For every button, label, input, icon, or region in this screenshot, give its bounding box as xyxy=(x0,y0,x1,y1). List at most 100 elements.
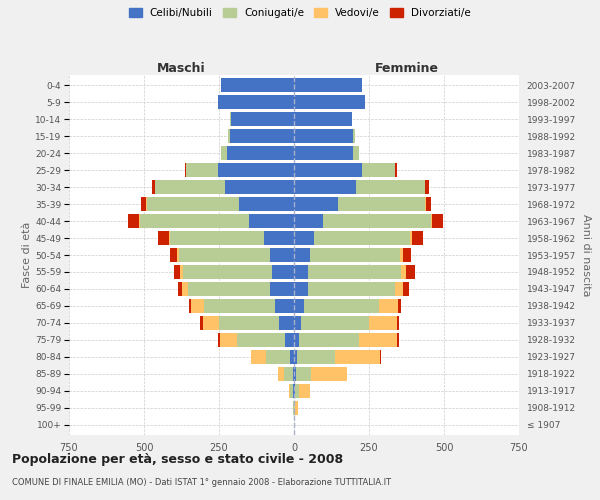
Bar xyxy=(265,350,290,364)
Bar xyxy=(431,214,432,228)
Bar xyxy=(183,265,271,279)
Bar xyxy=(406,265,415,279)
Bar xyxy=(170,248,177,262)
Bar xyxy=(356,180,425,194)
Bar xyxy=(231,112,294,126)
Bar xyxy=(398,299,401,313)
Bar xyxy=(353,146,359,160)
Bar xyxy=(290,350,294,364)
Bar xyxy=(218,333,220,347)
Bar xyxy=(294,231,314,245)
Bar xyxy=(296,367,311,381)
Bar xyxy=(158,231,169,245)
Bar xyxy=(189,299,191,313)
Bar xyxy=(221,78,294,92)
Bar xyxy=(203,316,219,330)
Bar xyxy=(362,163,395,177)
Bar xyxy=(304,299,379,313)
Bar xyxy=(178,282,182,296)
Bar xyxy=(147,197,239,211)
Bar xyxy=(284,367,293,381)
Bar xyxy=(155,180,225,194)
Bar xyxy=(308,265,401,279)
Bar xyxy=(293,401,294,415)
Bar xyxy=(425,180,428,194)
Bar xyxy=(270,282,294,296)
Bar xyxy=(323,214,431,228)
Bar xyxy=(221,146,227,160)
Bar xyxy=(294,299,304,313)
Bar xyxy=(289,384,290,398)
Bar xyxy=(285,333,294,347)
Bar xyxy=(314,231,410,245)
Bar xyxy=(191,299,204,313)
Bar xyxy=(294,248,310,262)
Bar xyxy=(187,282,270,296)
Bar xyxy=(294,197,338,211)
Bar xyxy=(290,384,293,398)
Bar xyxy=(397,316,400,330)
Bar xyxy=(204,299,275,313)
Bar xyxy=(410,231,412,245)
Bar xyxy=(412,231,424,245)
Bar xyxy=(182,282,187,296)
Bar xyxy=(294,180,356,194)
Bar xyxy=(353,129,355,143)
Bar xyxy=(294,282,308,296)
Bar xyxy=(369,316,397,330)
Y-axis label: Fasce di età: Fasce di età xyxy=(22,222,32,288)
Bar xyxy=(249,214,294,228)
Bar xyxy=(227,146,294,160)
Text: Popolazione per età, sesso e stato civile - 2008: Popolazione per età, sesso e stato civil… xyxy=(12,452,343,466)
Bar xyxy=(359,333,397,347)
Bar xyxy=(379,299,398,313)
Bar xyxy=(128,214,139,228)
Bar xyxy=(397,333,400,347)
Bar xyxy=(338,197,425,211)
Bar xyxy=(279,316,294,330)
Bar xyxy=(185,163,186,177)
Bar xyxy=(297,350,335,364)
Bar xyxy=(301,316,369,330)
Bar xyxy=(218,95,294,109)
Bar xyxy=(299,333,359,347)
Bar xyxy=(308,282,395,296)
Bar xyxy=(403,282,409,296)
Bar xyxy=(401,265,406,279)
Bar xyxy=(294,129,353,143)
Bar xyxy=(311,367,347,381)
Bar xyxy=(310,248,400,262)
Bar xyxy=(264,231,294,245)
Bar xyxy=(294,163,362,177)
Bar xyxy=(432,214,443,228)
Bar xyxy=(294,112,352,126)
Bar xyxy=(294,214,323,228)
Bar xyxy=(237,333,285,347)
Bar xyxy=(271,265,294,279)
Bar xyxy=(294,78,362,92)
Bar xyxy=(270,248,294,262)
Bar xyxy=(275,299,294,313)
Bar xyxy=(294,401,295,415)
Bar xyxy=(200,316,203,330)
Bar xyxy=(139,214,249,228)
Bar xyxy=(251,350,265,364)
Bar xyxy=(177,248,179,262)
Bar xyxy=(170,231,264,245)
Bar xyxy=(179,248,270,262)
Bar xyxy=(230,112,231,126)
Bar xyxy=(229,129,294,143)
Bar xyxy=(293,367,294,381)
Bar xyxy=(380,350,381,364)
Text: Maschi: Maschi xyxy=(157,62,206,75)
Bar xyxy=(218,163,294,177)
Bar xyxy=(395,163,397,177)
Bar xyxy=(225,180,294,194)
Bar xyxy=(335,350,380,364)
Bar xyxy=(395,282,403,296)
Bar xyxy=(220,333,237,347)
Bar xyxy=(299,384,310,398)
Text: COMUNE DI FINALE EMILIA (MO) - Dati ISTAT 1° gennaio 2008 - Elaborazione TUTTITA: COMUNE DI FINALE EMILIA (MO) - Dati ISTA… xyxy=(12,478,391,487)
Bar xyxy=(278,367,284,381)
Bar xyxy=(294,350,297,364)
